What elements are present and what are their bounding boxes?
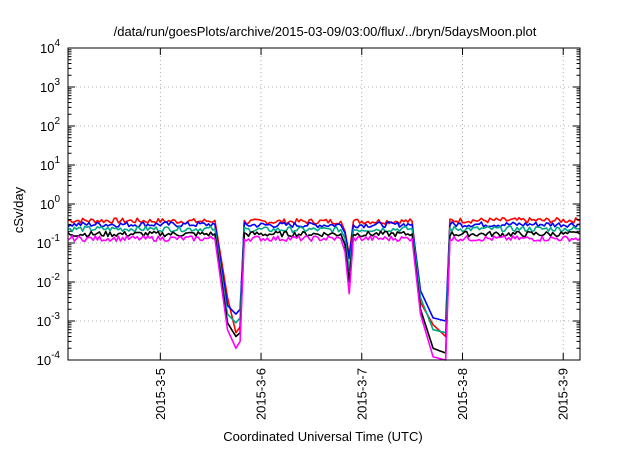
x-tick-label: 2015-3-5 <box>153 368 168 420</box>
x-axis-label: Coordinated Universal Time (UTC) <box>223 429 422 444</box>
series-line-2 <box>67 221 580 322</box>
x-tick-label: 2015-3-9 <box>556 368 571 420</box>
y-tick-label: 100 <box>40 194 60 212</box>
series-line-1 <box>67 216 581 338</box>
y-tick-label: 10-1 <box>37 233 61 251</box>
y-tick-label: 10-4 <box>37 350 61 368</box>
gridlines <box>68 48 580 360</box>
axis-ticks: 10-4 10-3 10-2 10-1 100 101 102 103 104 2015-3-5 2… <box>37 38 580 420</box>
y-tick-label: 103 <box>40 77 60 95</box>
x-tick-label: 2015-3-7 <box>354 368 369 420</box>
y-tick-label: 101 <box>40 155 60 173</box>
series-lines <box>67 216 581 361</box>
y-axis-label: cSv/day <box>11 186 26 233</box>
series-line-3 <box>67 225 581 334</box>
y-tick-label: 10-3 <box>37 311 61 329</box>
y-tick-label: 102 <box>40 116 60 134</box>
x-tick-label: 2015-3-6 <box>254 368 269 420</box>
y-tick-label: 10-2 <box>37 272 61 290</box>
y-tick-label: 104 <box>40 38 60 56</box>
series-line-5 <box>67 235 581 361</box>
chart-title: /data/run/goesPlots/archive/2015-03-09/0… <box>114 24 537 39</box>
x-tick-label: 2015-3-8 <box>455 368 470 420</box>
series-line-4 <box>67 230 581 354</box>
